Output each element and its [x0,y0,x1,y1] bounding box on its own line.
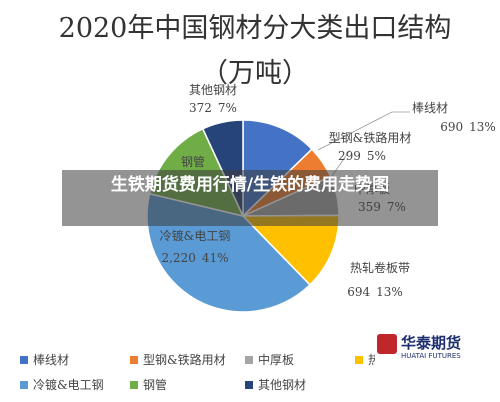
slice-label-name: 热轧卷板带 [350,260,410,275]
slice-label-value: 2,220 41% [161,251,228,265]
leader-line [317,111,410,151]
legend-label: 棒线材 [33,353,69,367]
percent-label: 41% [202,251,229,265]
slice-label-value: 299 5% [338,149,386,163]
value-label: 2,220 [161,251,195,265]
value-label: 372 [189,101,212,115]
chart-title: 2020年中国钢材分大类出口结构（万吨） [58,13,452,89]
legend-swatch [20,356,28,364]
overlay-banner: 生铁期货费用行情/生铁的费用走势图 [62,170,438,226]
value-label: 299 [338,149,361,163]
slice-label-name: 型钢&铁路用材 [329,130,412,145]
value-label: 694 [347,285,370,299]
legend-label: 钢管 [143,377,167,392]
logo-mark [377,334,397,354]
slice-label-value: 690 13% [440,120,496,134]
legend-label: 其他钢材 [258,378,306,392]
slice-label-name: 钢管 [181,154,205,169]
legend-label: 冷镀&电工钢 [33,378,104,392]
percent-label: 5% [367,149,386,163]
percent-label: 13% [376,285,403,299]
slice-label-name: 冷镀&电工钢 [160,229,231,243]
legend-label: 型钢&铁路用材 [143,352,226,367]
legend-swatch [245,381,253,389]
slice-label-name: 棒线材 [412,101,448,115]
percent-label: 7% [218,101,237,115]
slice-label-value: 372 7% [189,101,237,115]
percent-label: 13% [469,120,496,134]
slice-label-name: 其他钢材 [189,83,237,97]
legend-swatch [355,356,363,364]
legend-swatch [130,381,138,389]
value-label: 690 [440,120,463,134]
legend-swatch [130,356,138,364]
legend-label: 中厚板 [258,352,294,367]
logo-name: 华泰期货 [401,334,462,352]
slice-label-value: 694 13% [347,285,403,299]
legend-swatch [20,381,28,389]
legend-swatch [245,356,253,364]
logo-subtitle: HUATAI FUTURES [401,352,461,360]
watermark: 华泰期货 HUATAI FUTURES [375,330,475,370]
